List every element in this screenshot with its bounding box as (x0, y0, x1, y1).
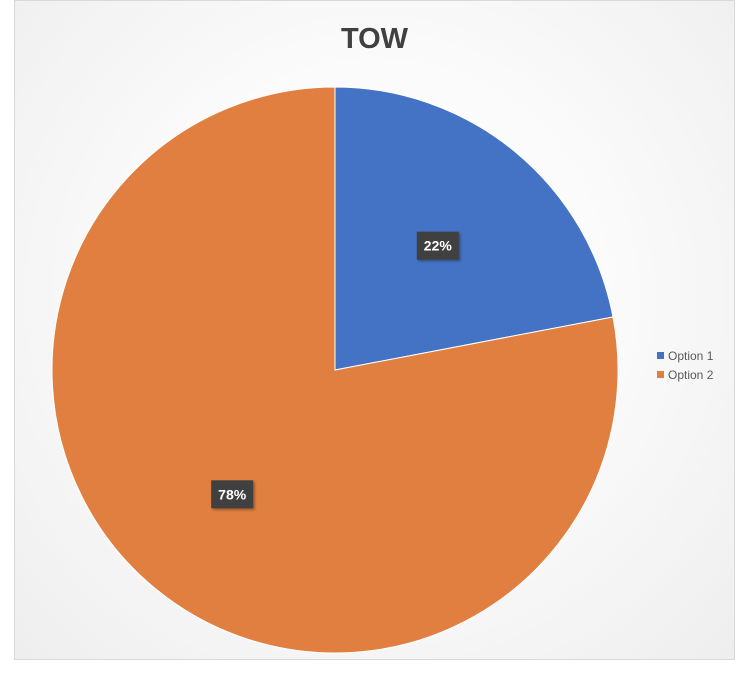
chart-title: TOW (340, 23, 409, 55)
data-label-box (211, 480, 254, 509)
data-label-option-2: 78% (211, 480, 254, 509)
pie-slice-option-1 (334, 86, 614, 371)
chart-area: TOW 22% 78% Option 1 Option 2 (14, 0, 735, 660)
data-label-option-1: 22% (416, 231, 459, 260)
pie-chart: 22% 78% (51, 86, 619, 654)
data-label-box (416, 231, 459, 260)
legend-item-option-2: Option 2 (657, 365, 713, 384)
data-label-text: 22% (424, 238, 453, 254)
pie-slice-option-2 (51, 86, 619, 654)
chart-legend: Option 1 Option 2 (657, 346, 713, 384)
legend-label-option-1: Option 1 (668, 348, 714, 363)
legend-label-option-2: Option 2 (668, 367, 714, 382)
legend-swatch-option-1 (657, 352, 664, 359)
data-label-text: 78% (218, 486, 247, 502)
legend-item-option-1: Option 1 (657, 346, 713, 365)
legend-swatch-option-2 (657, 371, 664, 378)
